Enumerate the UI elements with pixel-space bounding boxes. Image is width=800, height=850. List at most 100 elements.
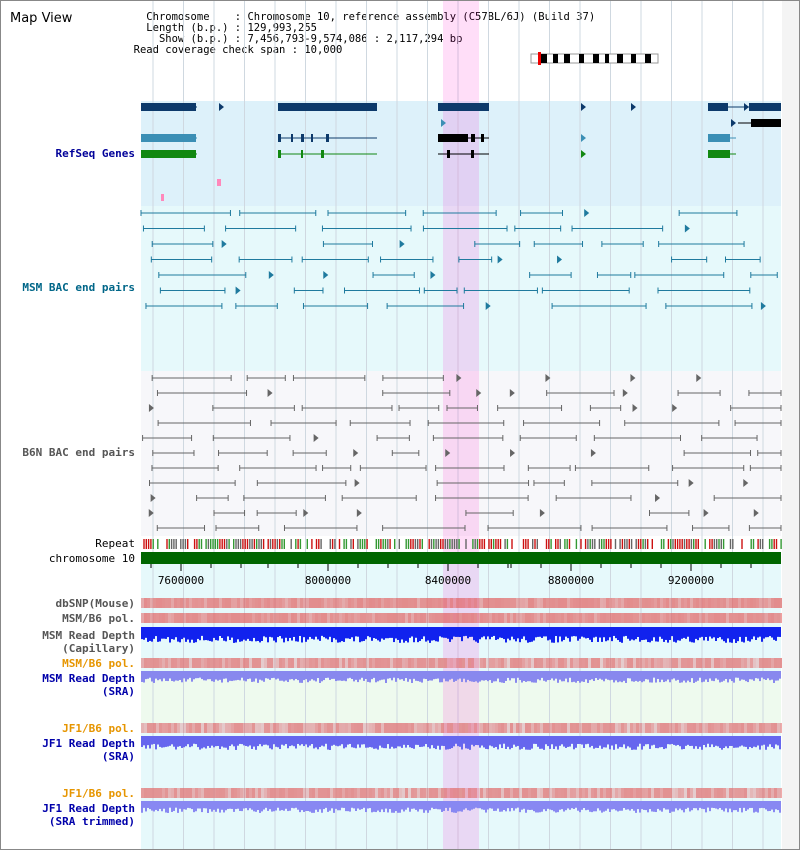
- msm-b6-pol-label[interactable]: MSM/B6 pol.: [62, 612, 135, 625]
- depth-bar: [427, 736, 429, 748]
- depth-bar: [267, 671, 269, 679]
- depth-bar: [749, 736, 751, 747]
- depth-bar: [571, 736, 573, 744]
- heat-cell: [198, 598, 201, 608]
- highlight-region[interactable]: [443, 1, 479, 849]
- depth-bar: [431, 671, 433, 681]
- depth-bar: [411, 801, 413, 809]
- depth-bar: [719, 671, 721, 683]
- refseq-gene-track[interactable]: [141, 103, 781, 201]
- heat-cell: [231, 613, 234, 623]
- heat-cell: [264, 613, 267, 623]
- depth-bar: [399, 671, 401, 680]
- heat-cell: [774, 658, 777, 668]
- heat-cell: [630, 598, 633, 608]
- heat-cell: [726, 598, 729, 608]
- heat-cell: [642, 598, 645, 608]
- heat-cell: [492, 613, 495, 623]
- heat-cell: [219, 658, 222, 668]
- dbsnp-label[interactable]: dbSNP(Mouse): [56, 597, 135, 610]
- depth-bar: [141, 627, 143, 640]
- heat-cell: [504, 788, 507, 798]
- heat-cell: [762, 613, 765, 623]
- repeat-tick: [187, 539, 189, 549]
- heat-cell: [207, 788, 210, 798]
- heat-cell: [495, 658, 498, 668]
- heat-cell: [378, 613, 381, 623]
- msm-bac-track[interactable]: [140, 209, 778, 310]
- repeat-tick: [318, 539, 320, 549]
- depth-bar: [601, 627, 603, 642]
- depth-bar: [183, 671, 185, 679]
- repeat-tick: [644, 539, 647, 549]
- depth-bar: [481, 736, 483, 746]
- depth-bar: [635, 801, 637, 813]
- depth-bar: [249, 736, 251, 746]
- depth-bar: [419, 627, 421, 641]
- depth-bar: [557, 671, 559, 683]
- depth-bar: [575, 627, 577, 637]
- msm-bac-label[interactable]: MSM BAC end pairs: [22, 281, 135, 294]
- msm-read-depth-capillary-label[interactable]: MSM Read Depth: [42, 629, 135, 642]
- heat-cell: [552, 723, 555, 733]
- depth-bar: [415, 736, 417, 745]
- depth-bar: [303, 671, 305, 681]
- heat-cell: [324, 723, 327, 733]
- b6n-bac-track[interactable]: [142, 374, 782, 531]
- depth-bar: [383, 671, 385, 680]
- vertical-scrollbar[interactable]: [782, 1, 799, 849]
- jf1-b6-pol-label[interactable]: JF1/B6 pol.: [62, 722, 135, 735]
- heatmap-tracks[interactable]: [141, 598, 783, 798]
- heat-cell: [336, 613, 339, 623]
- heat-cell: [168, 788, 171, 798]
- depth-bar: [207, 736, 209, 747]
- heat-cell: [222, 723, 225, 733]
- depth-bar: [349, 736, 351, 744]
- depth-bar: [545, 627, 547, 637]
- depth-bar: [719, 627, 721, 638]
- depth-bar: [755, 801, 757, 812]
- heat-cell: [210, 723, 213, 733]
- depth-bar: [565, 801, 567, 811]
- heat-cell: [708, 723, 711, 733]
- heat-cell: [759, 613, 762, 623]
- depth-bar: [527, 671, 529, 682]
- depth-bar: [283, 736, 285, 746]
- heat-cell: [489, 598, 492, 608]
- depth-bar: [433, 671, 435, 680]
- heat-cell: [324, 788, 327, 798]
- depth-bar: [643, 627, 645, 640]
- depth-bar: [493, 627, 495, 636]
- chromosome-bar[interactable]: [141, 552, 781, 564]
- heat-cell: [609, 658, 612, 668]
- b6n-bac-label[interactable]: B6N BAC end pairs: [22, 446, 135, 459]
- depth-bar: [361, 801, 363, 810]
- msm-b6-pol-2-label[interactable]: MSM/B6 pol.: [62, 657, 135, 670]
- repeat-tick: [251, 539, 253, 549]
- refseq-genes-label[interactable]: RefSeq Genes: [56, 147, 135, 160]
- chromosome-ideogram[interactable]: [530, 52, 659, 65]
- heat-cell: [459, 598, 462, 608]
- heat-cell: [711, 723, 714, 733]
- jf1-b6-pol-2-label[interactable]: JF1/B6 pol.: [62, 787, 135, 800]
- depth-bar: [733, 671, 735, 683]
- depth-bar: [583, 801, 585, 809]
- heat-cell: [258, 788, 261, 798]
- depth-bar: [443, 627, 445, 638]
- heat-cell: [159, 788, 162, 798]
- depth-bar: [287, 627, 289, 642]
- heat-cell: [552, 788, 555, 798]
- depth-bar: [239, 671, 241, 681]
- depth-bar: [267, 736, 269, 746]
- msm-read-depth-sra-label[interactable]: MSM Read Depth: [42, 672, 135, 685]
- bac-end-arrow: [456, 374, 462, 382]
- heat-cell: [780, 788, 783, 798]
- heat-cell: [327, 613, 330, 623]
- repeat-track[interactable]: [143, 539, 782, 549]
- jf1-read-depth-sra-label[interactable]: JF1 Read Depth: [42, 737, 135, 750]
- read-depth-tracks[interactable]: [141, 627, 781, 813]
- repeat-tick: [430, 539, 433, 549]
- jf1-read-depth-trimmed-label[interactable]: JF1 Read Depth: [42, 802, 135, 815]
- repeat-tick: [377, 539, 380, 549]
